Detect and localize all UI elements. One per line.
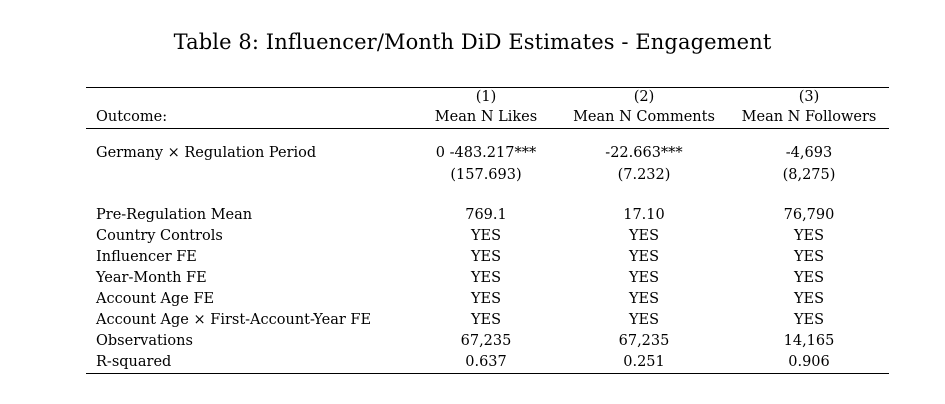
table-row: Influencer FE YES YES YES	[86, 247, 889, 268]
table-cell: 14,165	[783, 333, 835, 349]
table-cell: 67,235	[460, 333, 512, 349]
table-cell: 67,235	[618, 333, 670, 349]
column-number-row: (1) (2) (3)	[86, 88, 889, 107]
row-label: Year-Month FE	[96, 270, 207, 286]
estimate-coef-3: -4,693	[785, 145, 833, 161]
table-cell: YES	[470, 228, 502, 244]
estimate-row: Germany × Regulation Period 0 -483.217**…	[86, 143, 889, 164]
table-cell: 769.1	[465, 207, 507, 223]
row-label: R-squared	[96, 354, 172, 370]
column-header-row: Outcome: Mean N Likes Mean N Comments Me…	[86, 107, 889, 128]
table-cell: YES	[470, 270, 502, 286]
table-cell: YES	[793, 312, 825, 328]
column-header-comments: Mean N Comments	[573, 109, 715, 125]
table-row: Observations 67,235 67,235 14,165	[86, 331, 889, 352]
table-row: Year-Month FE YES YES YES	[86, 268, 889, 289]
column-header-likes: Mean N Likes	[434, 109, 538, 125]
estimate-se-2: (7.232)	[617, 167, 671, 183]
table-cell: YES	[470, 249, 502, 265]
estimate-label: Germany × Regulation Period	[96, 145, 317, 161]
standard-error-row: (157.693) (7.232) (8,275)	[86, 164, 889, 187]
row-label: Account Age FE	[96, 291, 215, 307]
table-bottom-rule	[86, 373, 889, 374]
column-number-1: (1)	[475, 89, 497, 105]
row-label: Pre-Regulation Mean	[96, 207, 253, 223]
results-table: (1) (2) (3) Outcome: Mean N Likes Mean N…	[86, 87, 889, 374]
table-row: Account Age × First-Account-Year FE YES …	[86, 310, 889, 331]
estimate-se-1: (157.693)	[450, 167, 522, 183]
row-label: Account Age × First-Account-Year FE	[96, 312, 372, 328]
table-cell: 17.10	[623, 207, 665, 223]
table-cell: YES	[793, 291, 825, 307]
column-header-followers: Mean N Followers	[741, 109, 877, 125]
outcome-label: Outcome:	[96, 109, 168, 125]
table-row: Pre-Regulation Mean 769.1 17.10 76,790	[86, 205, 889, 226]
column-number-3: (3)	[798, 89, 820, 105]
row-label: Influencer FE	[96, 249, 197, 265]
table-caption: Table 8: Influencer/Month DiD Estimates …	[173, 30, 772, 54]
estimate-coef-1: 0 -483.217***	[435, 145, 537, 161]
table-cell: YES	[793, 270, 825, 286]
table-cell: YES	[470, 291, 502, 307]
estimate-se-3: (8,275)	[782, 167, 836, 183]
table-cell: 0.251	[623, 354, 665, 370]
table-cell: 0.906	[788, 354, 830, 370]
table-cell: YES	[628, 312, 660, 328]
table-row: R-squared 0.637 0.251 0.906	[86, 352, 889, 373]
table-cell: YES	[628, 249, 660, 265]
table-row: Country Controls YES YES YES	[86, 226, 889, 247]
row-label: Observations	[96, 333, 193, 349]
header-rule	[86, 128, 889, 129]
table-cell: YES	[793, 228, 825, 244]
estimate-coef-2: -22.663***	[605, 145, 683, 161]
table-cell: 76,790	[783, 207, 835, 223]
table-cell: YES	[793, 249, 825, 265]
table-cell: YES	[628, 291, 660, 307]
table-cell: YES	[628, 228, 660, 244]
table-cell: 0.637	[465, 354, 507, 370]
row-label: Country Controls	[96, 228, 223, 244]
column-number-2: (2)	[633, 89, 655, 105]
table-top-rule	[86, 87, 889, 88]
table-cell: YES	[470, 312, 502, 328]
table-cell: YES	[628, 270, 660, 286]
table-row: Account Age FE YES YES YES	[86, 289, 889, 310]
